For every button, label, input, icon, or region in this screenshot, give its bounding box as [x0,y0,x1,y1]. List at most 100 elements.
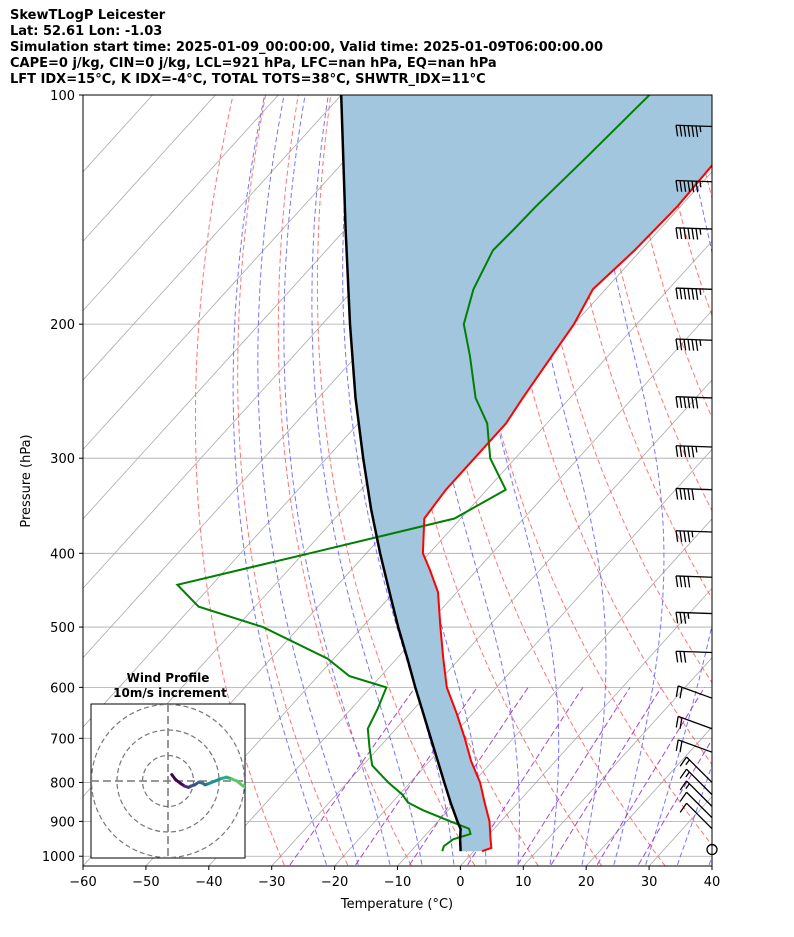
isotherm-line [585,726,712,866]
location-line: Lat: 52.61 Lon: -1.03 [10,24,163,39]
isotherm-line [208,309,712,866]
hodograph-title: Wind Profile [127,671,210,685]
mixing-ratio-line [288,687,416,866]
x-tick-label: −30 [258,875,285,890]
moist-adiabat-line [708,855,712,866]
cin-shaded-area [341,95,712,852]
axes: −60 −50 −40 −30 −20 −10 0 10 20 30 40 1000 900 800 700… [42,89,720,890]
dry-adiabat-line [590,95,712,512]
cape-line: CAPE=0 j/kg, CIN=0 j/kg, LCL=921 hPa, LF… [10,56,497,71]
mixing-ratio-line [549,687,662,866]
wind-barb [675,227,713,240]
x-tick-label: 30 [641,875,658,890]
wind-barb [675,487,713,501]
dry-adiabat-line [316,95,476,866]
isotherm-line [711,865,712,866]
wind-barb [679,802,713,830]
wind-barb [675,287,713,300]
temperature-line [421,163,712,853]
wind-barb [675,715,713,730]
dry-adiabat-line [460,95,712,846]
x-tick-label: −60 [69,875,96,890]
parcel-profile-line [339,95,462,852]
y-tick-label: 200 [50,318,75,333]
dry-adiabat-line [493,95,712,766]
hodograph-segment [252,791,256,792]
wind-barb [675,396,713,409]
y-tick-label: 600 [50,681,75,696]
isotherm-line [460,587,712,866]
y-tick-label: 900 [50,815,75,830]
time-line: Simulation start time: 2025-01-09_00:00:… [10,40,603,55]
isotherm-line [271,379,712,866]
isotherm-line [145,240,712,866]
y-tick-label: 1000 [42,850,75,865]
hodograph-subtitle: 10m/s increment [113,686,227,700]
moist-adiabat-line [257,95,360,866]
chart-title: SkewTLogP Leicester [10,8,166,23]
wind-barb [675,575,713,588]
wind-barb [679,791,713,819]
isotherm-line [83,95,342,381]
wind-barb [679,768,713,796]
isotherm-line [83,95,405,451]
x-tick-label: −20 [321,875,348,890]
dry-adiabat-line [237,95,349,866]
wind-barb [679,756,713,783]
x-tick-label: −50 [132,875,159,890]
moist-adiabat-line [232,95,328,866]
hodograph-segment [260,790,263,791]
indices-line: LFT IDX=15°C, K IDX=-4°C, TOTAL TOTS=38°… [10,72,486,87]
wind-barb [675,445,713,458]
y-tick-label: 700 [50,732,75,747]
isotherm-line [83,95,216,242]
wind-barb [675,739,713,753]
x-tick-label: −40 [195,875,222,890]
wind-barb [679,780,713,807]
dry-adiabat-line [688,95,712,200]
isotherm-line [83,95,279,312]
wind-barb [675,611,713,624]
y-tick-label: 500 [50,621,75,636]
wind-barb [675,650,713,663]
moist-adiabat-line [518,95,607,866]
dry-adiabat-line [194,95,286,866]
dewpoint-line [175,95,651,852]
dry-adiabat-line [722,95,794,872]
x-tick-label: −10 [384,875,411,890]
profile-lines [175,95,712,853]
x-tick-label: 10 [515,875,532,890]
wind-barb [675,685,713,699]
hodograph-inset: Wind Profile 10m/s increment [90,671,263,859]
wind-barbs [675,124,718,856]
x-tick-label: 20 [578,875,595,890]
hodograph-ring [91,704,245,858]
dry-adiabat-line [754,95,794,872]
hodograph-segment [248,787,252,791]
dry-adiabat-line [656,95,712,317]
y-tick-label: 800 [50,776,75,791]
y-tick-label: 100 [50,89,75,104]
mixing-ratio-line [516,687,631,866]
moist-adiabat-line [644,95,712,866]
moist-adiabat-line [311,95,423,866]
x-axis-label: Temperature (°C) [340,897,453,912]
mixing-ratio-line [637,738,712,866]
x-tick-label: 0 [456,875,464,890]
moist-adiabat-line [283,95,391,866]
isotherm-line [523,657,712,866]
hodograph-segment [256,791,260,792]
wind-barb [675,124,713,138]
wind-barb [675,179,713,193]
wind-barb [675,530,713,543]
cape-cin-fill [341,95,712,852]
y-tick-label: 400 [50,547,75,562]
y-tick-label: 300 [50,452,75,467]
moist-adiabat-line [676,764,712,866]
moist-adiabat-line [588,95,665,866]
x-tick-label: 40 [704,875,721,890]
dry-adiabat-line [525,95,712,684]
wind-barb [675,338,713,351]
mixing-ratio-line [595,687,705,866]
